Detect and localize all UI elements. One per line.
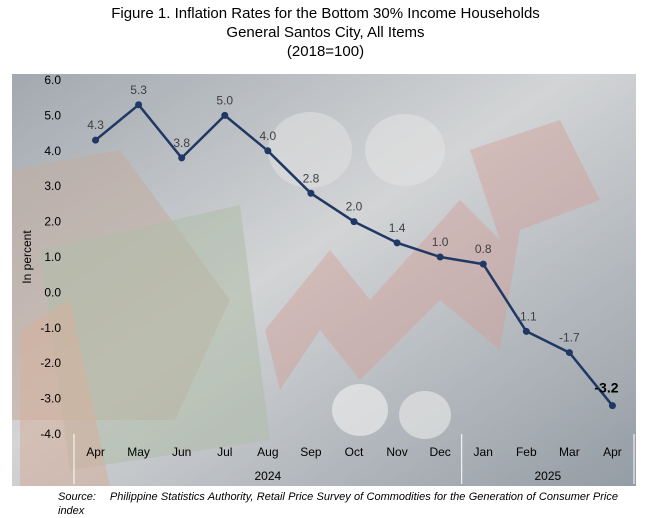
banknote-green-bg	[40, 205, 270, 470]
x-tick-label: Jul	[217, 445, 232, 459]
y-tick-label: -1.0	[40, 321, 61, 335]
onion-bg	[332, 384, 388, 436]
data-point	[393, 239, 401, 247]
data-label: 0.8	[475, 242, 492, 256]
x-tick-label: Dec	[429, 445, 450, 459]
background-photo	[12, 74, 636, 486]
source-note: Source: Philippine Statistics Authority, …	[58, 490, 618, 518]
data-label: 2.0	[346, 200, 363, 214]
data-point	[565, 349, 573, 357]
y-tick-label: -4.0	[40, 427, 61, 441]
x-axis: Apr May Jun Jul Aug Sep Oct Nov Dec Jan Feb Mar Apr 2…	[73, 434, 635, 484]
data-label: 4.0	[260, 129, 277, 143]
chart-title: Figure 1. Inflation Rates for the Bottom…	[111, 5, 540, 22]
y-tick-label: 0.0	[44, 285, 61, 299]
y-tick-label: 5.0	[44, 108, 61, 122]
y-axis: 6.0 5.0 4.0 3.0 2.0 1.0 0.0 -1.0 -2.0 -3.0 -4.0	[40, 73, 61, 441]
data-point	[221, 111, 229, 119]
x-tick-label: Nov	[386, 445, 407, 459]
data-label: 1.0	[432, 235, 449, 249]
data-point	[178, 154, 186, 162]
y-tick-label: 3.0	[44, 179, 61, 193]
data-label: 1.4	[389, 221, 406, 235]
can-bg	[268, 112, 352, 188]
x-tick-label: Feb	[516, 445, 537, 459]
y-axis-label: In percent	[20, 230, 34, 284]
data-point	[92, 136, 100, 144]
data-label: -1.7	[559, 331, 580, 345]
data-point	[264, 147, 272, 155]
data-point	[350, 218, 358, 226]
data-label: -3.2	[594, 380, 618, 396]
x-tick-label: May	[127, 445, 150, 459]
data-point	[436, 253, 444, 261]
source-text: Philippine Statistics Authority, Retail …	[58, 491, 618, 517]
chart-base-year: (2018=100)	[286, 43, 365, 60]
data-label: 5.3	[130, 83, 147, 97]
data-point	[522, 327, 530, 335]
y-tick-label: -2.0	[40, 356, 61, 370]
data-point	[135, 101, 143, 109]
y-tick-label: -3.0	[40, 392, 61, 406]
y-tick-label: 2.0	[44, 215, 61, 229]
data-label: 4.3	[87, 118, 104, 132]
y-tick-label: 1.0	[44, 250, 61, 264]
hand-bg	[20, 300, 110, 486]
source-label: Source:	[58, 491, 96, 503]
y-tick-label: 4.0	[44, 144, 61, 158]
chart-subtitle: General Santos City, All Items	[226, 24, 425, 41]
x-tick-label: Jun	[172, 445, 191, 459]
x-tick-label: Oct	[345, 445, 364, 459]
data-label: 2.8	[303, 171, 320, 185]
year-group-label: 2025	[534, 469, 561, 483]
data-label: -1.1	[516, 309, 537, 323]
can-bg-2	[365, 114, 445, 186]
x-tick-label: Aug	[257, 445, 278, 459]
data-label: 3.8	[173, 136, 190, 150]
year-group-label: 2024	[254, 469, 281, 483]
series-line-group: 4.3 5.3 3.8 5.0 4.0 2.8 2.0 1.4 1.0 0.8 -1.1 -1.7 -3…	[87, 83, 619, 410]
x-tick-label: Mar	[559, 445, 580, 459]
data-point	[608, 402, 616, 410]
background-wash	[12, 74, 636, 486]
y-tick-label: 6.0	[44, 73, 61, 87]
x-tick-label: Jan	[474, 445, 493, 459]
data-point	[479, 260, 487, 268]
onion-bg-2	[399, 391, 451, 439]
data-point	[307, 189, 315, 197]
x-tick-label: Sep	[300, 445, 322, 459]
x-tick-label: Apr	[603, 445, 622, 459]
chart-title-block: Figure 1. Inflation Rates for the Bottom…	[0, 4, 651, 61]
x-tick-label: Apr	[86, 445, 105, 459]
data-label: 5.0	[216, 93, 233, 107]
